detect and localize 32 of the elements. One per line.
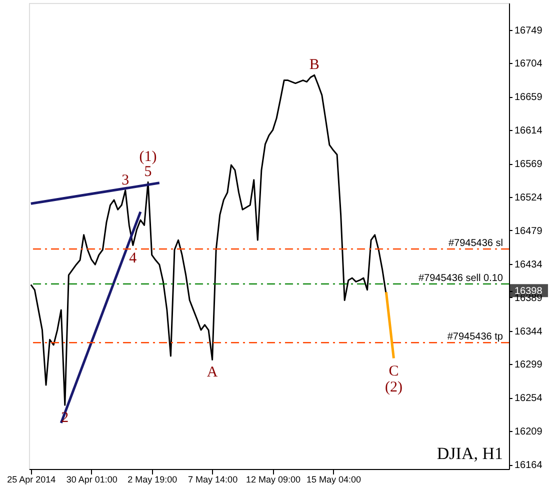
x-tick-label: 2 May 19:00 [128,474,178,484]
annotation: B [309,57,320,74]
line-series [30,74,387,406]
annotation: A [206,364,218,381]
x-tick-label: 15 May 04:00 [306,474,362,484]
y-tick-label: 16524 [514,192,543,204]
x-tick-label: 25 Apr 2014 [7,474,56,484]
y-tick-label: 16659 [514,92,543,104]
annotation: C [388,363,399,380]
x-tick-label: 7 May 14:00 [188,474,238,484]
y-tick-label: 16209 [514,426,543,438]
y-tick-label: 16749 [514,25,543,36]
y-tick-label: 16614 [514,126,543,137]
annotation: 3 [122,172,130,188]
x-tick-label: 30 Apr 01:00 [66,474,118,484]
y-tick-label: 16479 [514,226,543,237]
y-tick-label: 16164 [514,460,543,472]
annotation: (2) [384,379,402,396]
annotation: DJIA, H1 [436,444,503,463]
y-tick-label: 16299 [514,360,543,371]
y-tick-label: 16704 [514,58,543,70]
x-tick-label: 12 May 09:00 [246,474,301,484]
y-tick-label: 16434 [514,259,543,270]
annotation: 4 [129,250,138,266]
y-tick-label: 16254 [514,393,543,404]
y-tick-label: 16569 [514,159,543,170]
y-tick-label: 16344 [514,326,543,338]
ref-line-label: #7945436 tp [447,332,504,343]
ref-line-label: #7945436 sell 0.10 [418,272,504,284]
annotation: 5 [144,164,152,180]
annotation: (1) [139,149,157,166]
ref-line-label: #7945436 sl [448,238,503,250]
